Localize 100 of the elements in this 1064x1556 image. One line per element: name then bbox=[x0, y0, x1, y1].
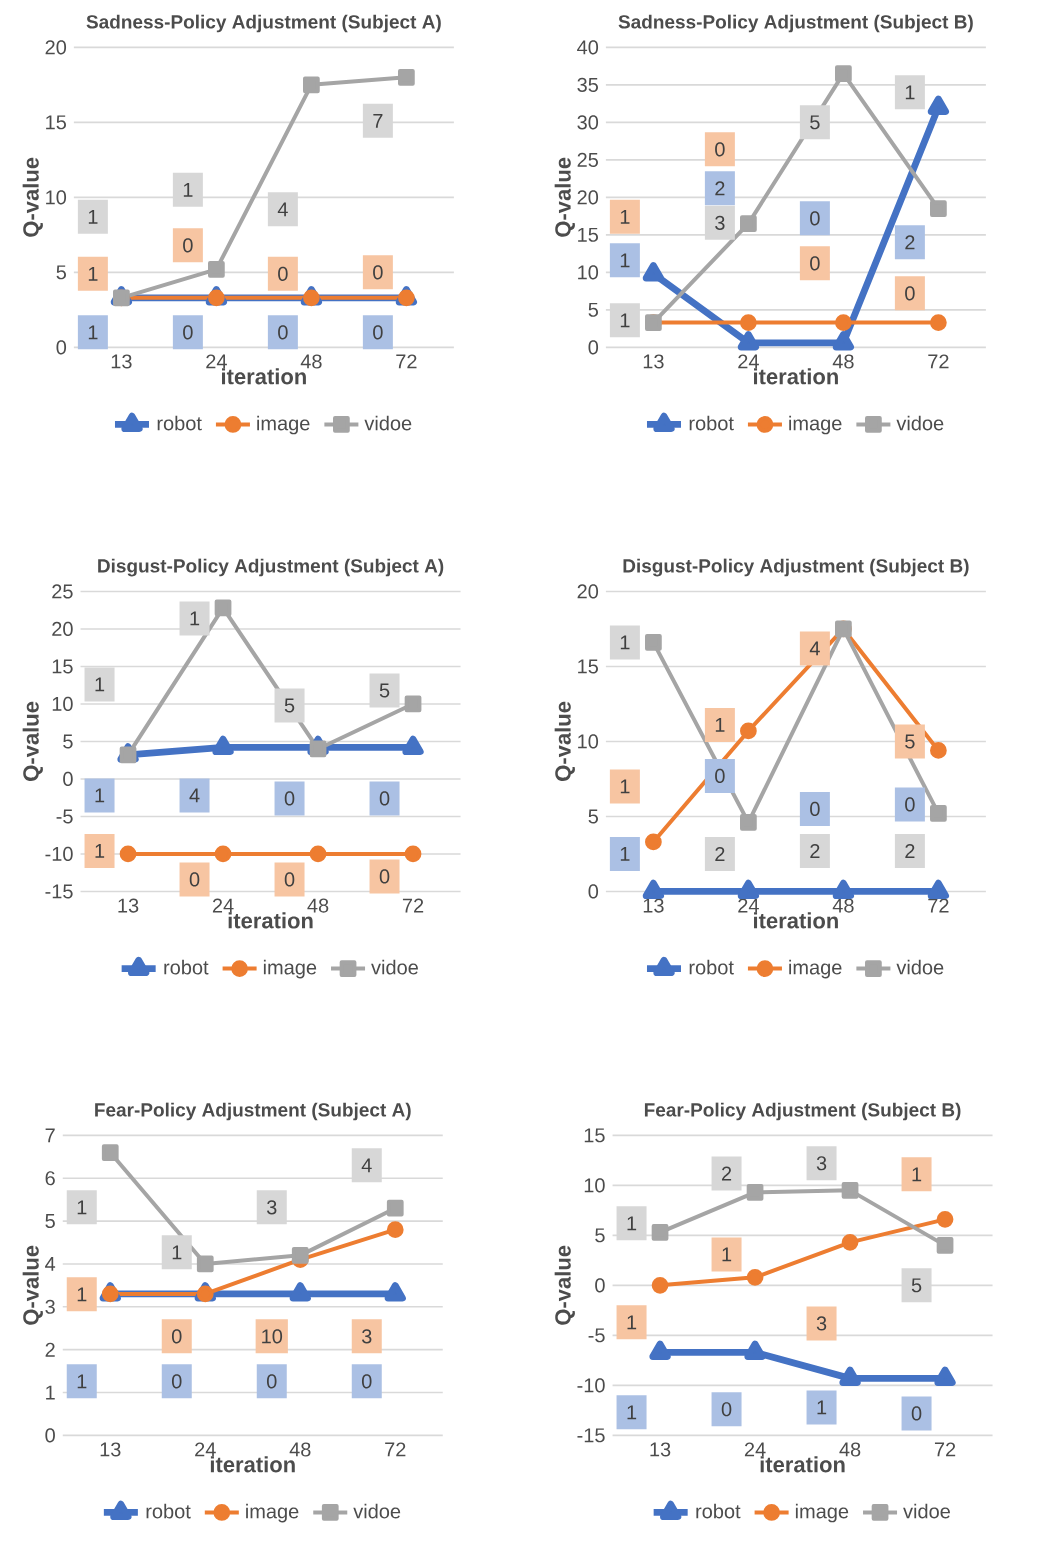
legend-label: image bbox=[789, 415, 842, 435]
x-axis-title: iteration bbox=[222, 368, 306, 385]
annotation: 1 bbox=[88, 266, 98, 281]
x-tick-label: 24 bbox=[212, 898, 234, 913]
x-tick-label: 72 bbox=[402, 898, 424, 913]
legend-label: image bbox=[263, 959, 317, 979]
annotation: 0 bbox=[379, 869, 390, 884]
y-tick-label: 5 bbox=[588, 302, 599, 317]
legend-label: robot bbox=[689, 959, 734, 975]
x-tick-label: 24 bbox=[195, 1442, 216, 1457]
x-tick-label: 13 bbox=[650, 1442, 671, 1457]
legend-label: image bbox=[246, 1503, 299, 1523]
annotation: 0 bbox=[810, 256, 820, 271]
x-tick-label: 24 bbox=[206, 354, 227, 369]
x-tick-label: 72 bbox=[928, 354, 949, 369]
y-tick-label: 5 bbox=[588, 809, 599, 824]
x-tick-label: 13 bbox=[100, 1442, 121, 1457]
annotation: 0 bbox=[905, 286, 915, 301]
annotation: 2 bbox=[905, 235, 915, 250]
x-tick-label: 13 bbox=[118, 898, 139, 913]
annotation: 1 bbox=[95, 788, 105, 803]
annotation: 0 bbox=[715, 142, 725, 157]
legend-label: vidoe bbox=[903, 1503, 950, 1519]
y-tick-label: 0 bbox=[588, 884, 599, 899]
legend-label: vidoe bbox=[353, 1503, 401, 1519]
y-tick-label: 5 bbox=[56, 265, 66, 280]
annotation: 3 bbox=[816, 1316, 827, 1331]
annotation: 0 bbox=[810, 211, 820, 226]
annotation: 4 bbox=[361, 1158, 372, 1173]
chart-title: Disgust-Policy Adjustment (Subject A) bbox=[98, 558, 444, 577]
y-axis-title: Q-value bbox=[554, 1245, 575, 1325]
chart-title: Sadness-Policy Adjustment (Subject A) bbox=[86, 14, 441, 33]
annotation: 5 bbox=[284, 698, 295, 713]
legend-label: vidoe bbox=[896, 415, 944, 431]
y-tick-label: 10 bbox=[578, 734, 599, 749]
y-tick-label: 1 bbox=[46, 1385, 55, 1400]
annotation: 1 bbox=[620, 313, 630, 328]
y-tick-label: 0 bbox=[588, 340, 599, 355]
x-axis-title: iteration bbox=[760, 1456, 845, 1473]
y-axis-title: Q-value bbox=[554, 157, 575, 237]
y-axis-title: Q-value bbox=[22, 1245, 43, 1325]
y-tick-label: -5 bbox=[588, 1328, 605, 1343]
legend-label: robot bbox=[689, 415, 734, 431]
x-tick-label: 48 bbox=[839, 1442, 861, 1457]
x-tick-label: 24 bbox=[744, 1442, 766, 1457]
annotation: 0 bbox=[171, 1329, 182, 1344]
legend-label: robot bbox=[696, 1503, 741, 1519]
y-axis-title: Q-value bbox=[22, 701, 43, 781]
annotation: 3 bbox=[816, 1156, 827, 1171]
annotation: 0 bbox=[810, 801, 820, 817]
annotation: 5 bbox=[379, 683, 390, 698]
legend-label: image bbox=[257, 415, 310, 435]
annotation: 1 bbox=[905, 85, 915, 100]
y-tick-label: 10 bbox=[52, 696, 73, 712]
y-tick-label: 0 bbox=[45, 1428, 55, 1443]
y-tick-label: 30 bbox=[577, 115, 599, 130]
annotation: 1 bbox=[627, 1315, 637, 1330]
annotation: 1 bbox=[183, 182, 193, 197]
chart-title: Sadness-Policy Adjustment (Subject B) bbox=[618, 14, 973, 33]
annotation: 1 bbox=[620, 635, 630, 650]
annotation: 1 bbox=[620, 779, 630, 794]
y-tick-label: 15 bbox=[584, 1128, 605, 1143]
annotation: 10 bbox=[262, 1329, 283, 1344]
y-tick-label: 15 bbox=[578, 659, 598, 674]
x-tick-label: 48 bbox=[307, 898, 329, 913]
x-tick-label: 24 bbox=[738, 354, 759, 369]
annotation: 0 bbox=[189, 872, 200, 887]
annotation: 1 bbox=[620, 253, 630, 268]
y-tick-label: 20 bbox=[577, 190, 599, 205]
annotation: 1 bbox=[190, 611, 200, 626]
annotation: 0 bbox=[721, 1402, 732, 1417]
y-tick-label: 25 bbox=[577, 152, 598, 167]
annotation: 1 bbox=[77, 1287, 87, 1302]
y-tick-label: 0 bbox=[56, 340, 67, 355]
annotation: 0 bbox=[715, 768, 725, 784]
annotation: 1 bbox=[912, 1167, 922, 1182]
y-tick-label: -10 bbox=[577, 1378, 605, 1393]
legend-label: robot bbox=[157, 415, 202, 431]
annotation: 1 bbox=[88, 209, 98, 224]
x-tick-label: 72 bbox=[934, 1442, 956, 1457]
legend-label: robot bbox=[146, 1503, 191, 1519]
annotation: 5 bbox=[911, 1278, 922, 1293]
y-tick-label: 0 bbox=[595, 1278, 605, 1293]
annotation: 0 bbox=[373, 265, 383, 280]
annotation: 3 bbox=[266, 1200, 277, 1215]
x-tick-label: 48 bbox=[832, 898, 854, 913]
annotation: 1 bbox=[722, 1247, 732, 1262]
annotation: 1 bbox=[715, 718, 725, 732]
annotation: 4 bbox=[277, 202, 288, 217]
x-tick-label: 72 bbox=[385, 1442, 406, 1457]
annotation: 1 bbox=[77, 1374, 87, 1389]
y-tick-label: 10 bbox=[578, 265, 599, 280]
annotation: 4 bbox=[189, 788, 200, 803]
annotation: 0 bbox=[373, 325, 383, 340]
annotation: 1 bbox=[620, 847, 630, 861]
annotation: 2 bbox=[905, 843, 915, 858]
legend-label: image bbox=[795, 1503, 849, 1523]
annotation: 0 bbox=[911, 1406, 922, 1421]
annotation: 0 bbox=[379, 791, 390, 806]
x-axis-title: iteration bbox=[228, 912, 313, 929]
